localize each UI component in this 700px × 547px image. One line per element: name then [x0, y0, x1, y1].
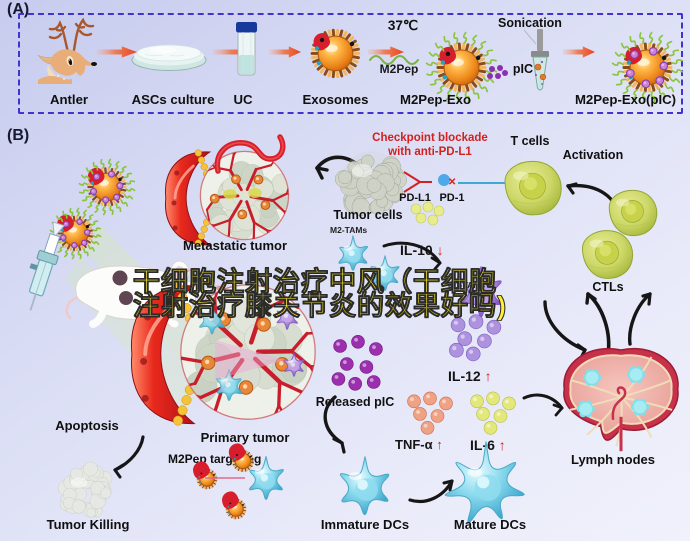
svg-text:✕: ✕	[448, 177, 456, 188]
